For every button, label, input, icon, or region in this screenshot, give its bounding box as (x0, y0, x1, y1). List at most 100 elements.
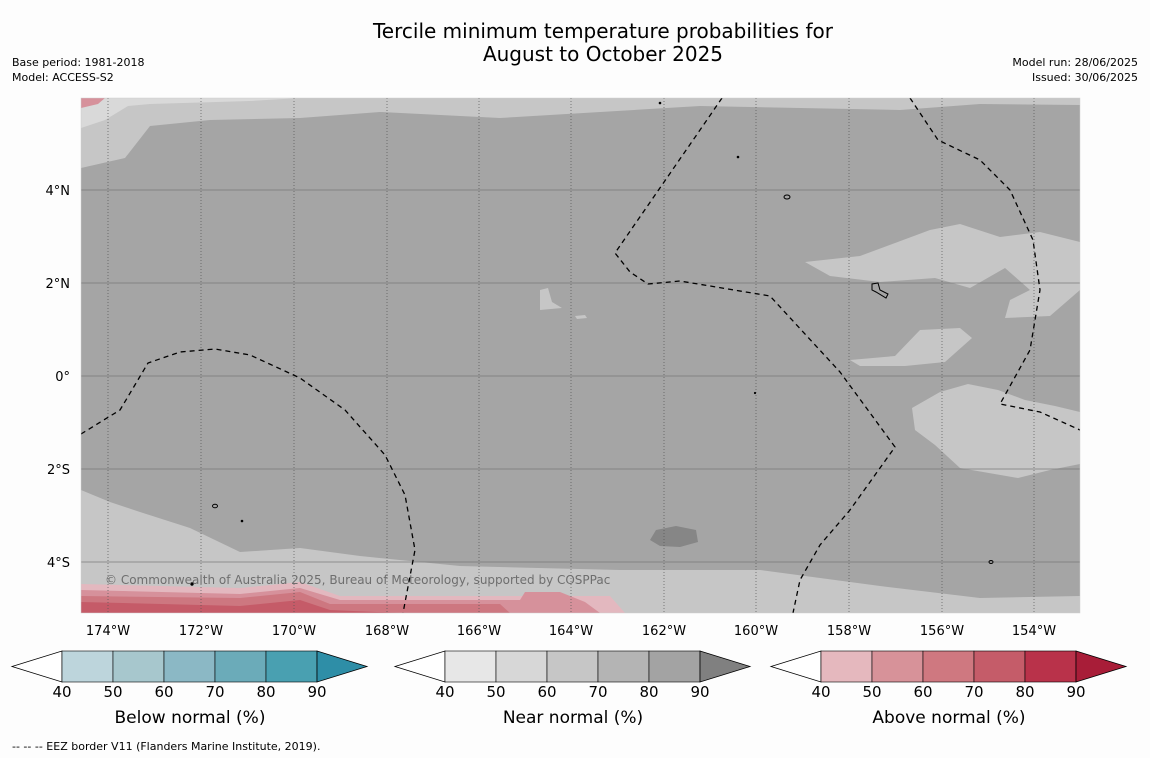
metadata-left: Base period: 1981-2018 Model: ACCESS-S2 (12, 55, 144, 85)
colorbar-extend-low (769, 650, 822, 683)
colorbar-segment (265, 650, 318, 683)
above-normal-corner (81, 98, 105, 108)
colorbar-extend-high (699, 650, 752, 683)
longitude-labels: 174°W 172°W 170°W 168°W 166°W 164°W 162°W 160°W… (86, 624, 1056, 639)
island (783, 194, 791, 200)
near-normal-light-east-3 (912, 384, 1080, 478)
colorbar-segment (973, 650, 1026, 683)
island (190, 582, 194, 586)
island (212, 503, 218, 509)
colorbar-tick-label: 60 (154, 683, 174, 701)
latitude-label: 2°N (46, 277, 71, 292)
model-run-text: Model run: 28/06/2025 (1012, 56, 1138, 69)
colorbar-tick-label: 90 (690, 683, 710, 701)
longitude-label: 174°W (86, 624, 130, 639)
colorbar-tick-label: 70 (964, 683, 984, 701)
island (240, 519, 244, 523)
colorbar-segment (214, 650, 267, 683)
colorbar-segment (112, 650, 165, 683)
colorbar-segment (1024, 650, 1077, 683)
longitude-label: 168°W (365, 624, 409, 639)
longitude-label: 154°W (1012, 624, 1056, 639)
colorbar-tick-label: 40 (435, 683, 455, 701)
longitude-label: 158°W (827, 624, 871, 639)
island (871, 282, 889, 299)
eez-border-central (614, 98, 896, 613)
longitude-label: 166°W (457, 624, 501, 639)
longitude-label: 164°W (549, 624, 593, 639)
island (988, 560, 994, 564)
copyright-text: © Commonwealth of Australia 2025, Bureau… (105, 573, 610, 587)
near-normal-light-island-2 (575, 315, 587, 319)
title-line-1: Tercile minimum temperature probabilitie… (372, 19, 834, 43)
colorbar-tick-label: 70 (588, 683, 608, 701)
island (658, 101, 662, 105)
colorbar-segment (648, 650, 701, 683)
colorbar-tick-label: 80 (639, 683, 659, 701)
issued-text: Issued: 30/06/2025 (1031, 71, 1138, 84)
title-line-2: August to October 2025 (482, 42, 724, 66)
colorbar-tick-label: 50 (862, 683, 882, 701)
latitude-label: 4°N (46, 184, 71, 199)
colorbar-extend-high (316, 650, 369, 683)
islands (190, 101, 994, 586)
colorbar-tick-label: 40 (811, 683, 831, 701)
colorbar-tick-label: 90 (1066, 683, 1086, 701)
base-period-text: Base period: 1981-2018 (12, 56, 145, 69)
colorbar-tick-label: 60 (913, 683, 933, 701)
colorbar-tick-label: 40 (52, 683, 72, 701)
map-title: Tercile minimum temperature probabilitie… (0, 20, 1150, 66)
colorbar-segment (820, 650, 873, 683)
above-normal-70-band (81, 600, 400, 613)
above-normal-colorbar (769, 650, 1128, 683)
near-normal-dark-blob (650, 526, 698, 547)
colorbar-tick-label: 60 (537, 683, 557, 701)
colorbar-segment (444, 650, 497, 683)
latitude-labels: 4°N 2°N 0° 2°S 4°S (46, 184, 71, 571)
graticule (81, 98, 1080, 613)
colorbar-segment (61, 650, 114, 683)
near-normal-legend: Near normal (%) 40 50 60 70 80 90 (393, 650, 755, 750)
metadata-right: Model run: 28/06/2025 Issued: 30/06/2025 (1012, 55, 1138, 85)
colorbar-tick-label: 70 (205, 683, 225, 701)
colorbar-tick-label: 80 (1015, 683, 1035, 701)
near-normal-colorbar (393, 650, 752, 683)
below-normal-legend: Below normal (%) 40 50 60 70 80 90 (10, 650, 372, 750)
colorbar-tick-label: 90 (307, 683, 327, 701)
above-normal-label: Above normal (%) (872, 708, 1026, 728)
island (736, 155, 740, 159)
map-field: © Commonwealth of Australia 2025, Bureau… (81, 98, 1080, 613)
near-normal-lighter-corner (81, 98, 300, 128)
colorbar-tick-label: 50 (486, 683, 506, 701)
colorbar-extend-low (10, 650, 63, 683)
longitude-label: 156°W (920, 624, 964, 639)
probability-map: © Commonwealth of Australia 2025, Bureau… (46, 97, 1081, 639)
near-normal-light-top (81, 98, 1080, 168)
longitude-label: 172°W (179, 624, 223, 639)
colorbar-segment (597, 650, 650, 683)
longitude-label: 170°W (272, 624, 316, 639)
longitude-label: 160°W (734, 624, 778, 639)
eez-border-east (909, 98, 1080, 431)
colorbar-tick-label: 50 (103, 683, 123, 701)
eez-border-west (81, 348, 416, 613)
below-normal-colorbar (10, 650, 369, 683)
colorbar-tick-label: 80 (256, 683, 276, 701)
near-normal-light-east-1 (805, 224, 1080, 318)
colorbar-segment (163, 650, 216, 683)
colorbar-extend-low (393, 650, 446, 683)
near-normal-light-bottom (81, 490, 1080, 613)
above-normal-legend: Above normal (%) 40 50 60 70 80 90 (769, 650, 1131, 750)
longitude-label: 162°W (642, 624, 686, 639)
latitude-label: 4°S (47, 556, 70, 571)
eez-footnote: -- -- -- EEZ border V11 (Flanders Marine… (12, 740, 321, 753)
below-normal-label: Below normal (%) (114, 708, 266, 728)
colorbar-segment (871, 650, 924, 683)
colorbar-segment (922, 650, 975, 683)
island (753, 391, 757, 395)
colorbar-segment (495, 650, 548, 683)
map-frame (80, 97, 1081, 614)
latitude-label: 2°S (47, 463, 70, 478)
model-text: Model: ACCESS-S2 (12, 71, 114, 84)
latitude-label: 0° (55, 370, 70, 385)
